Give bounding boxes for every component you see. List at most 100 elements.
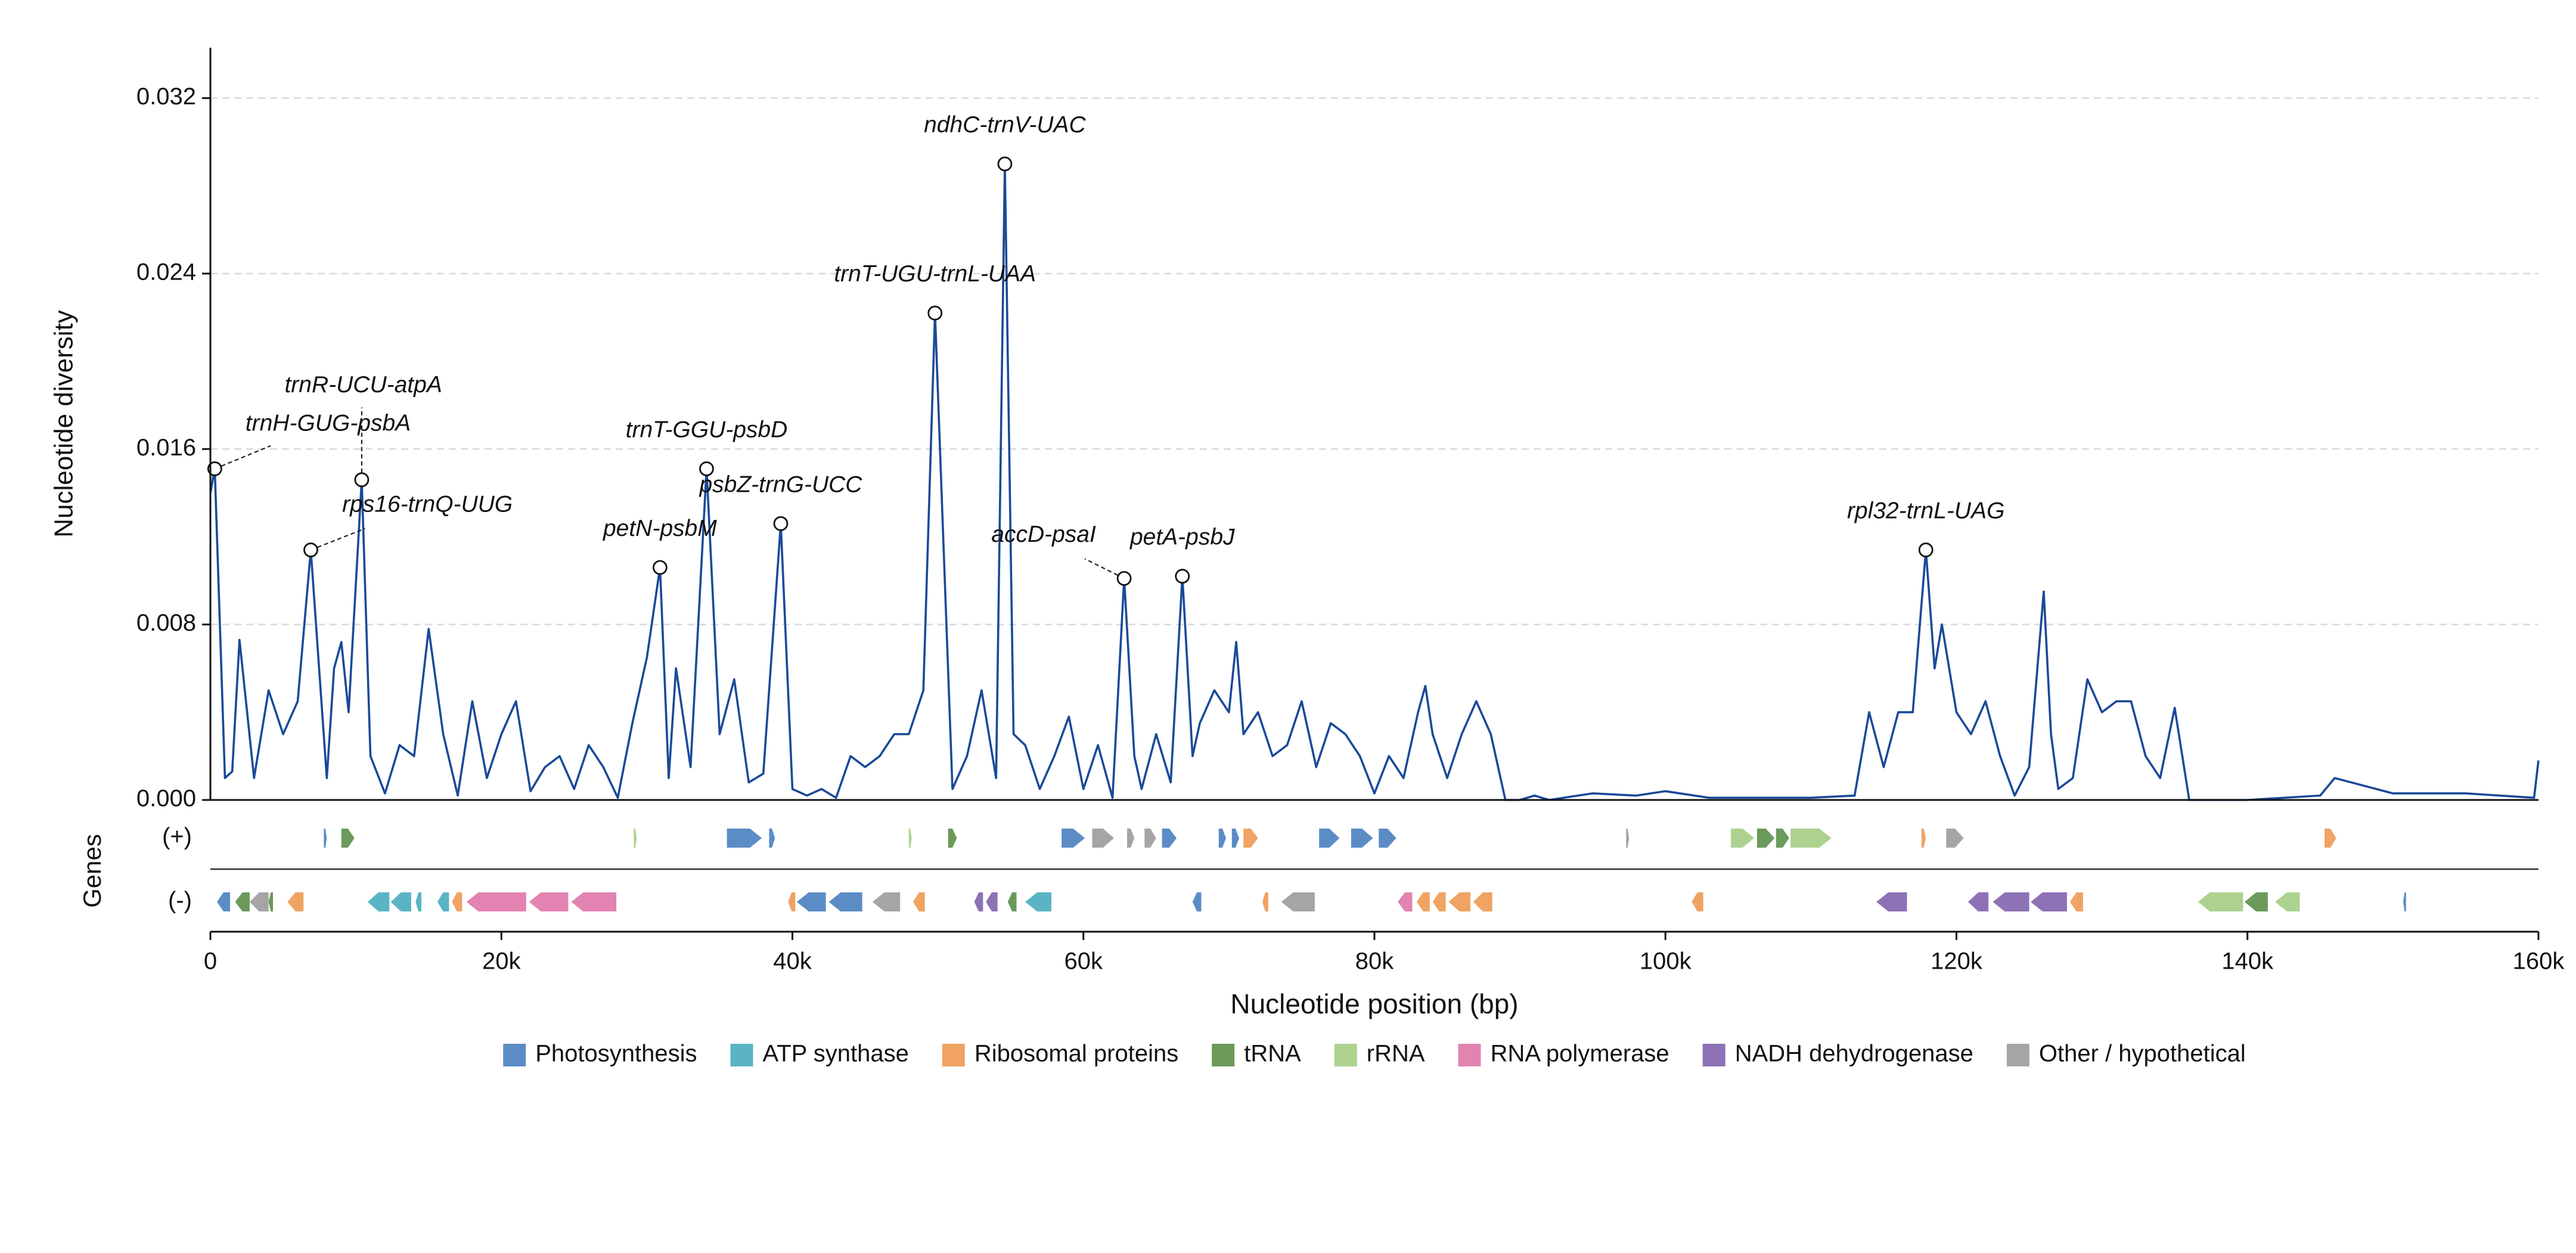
legend-label: Other / hypothetical [2039, 1041, 2246, 1067]
annotation-label: petA-psbJ [1129, 525, 1235, 550]
y-tick-label: 0.032 [136, 83, 196, 110]
gene [415, 892, 421, 911]
y-tick-label: 0.024 [136, 259, 196, 286]
legend-label: tRNA [1244, 1041, 1301, 1067]
gene [1007, 892, 1017, 911]
legend: Photosynthesis ATP synthase Ribosomal prot… [503, 1041, 2246, 1067]
gene [908, 829, 912, 848]
plot-area: trnH-GUG-psbA trnR-UCU-atpA rps16-trnQ-UUG… [207, 112, 2540, 801]
legend-swatch [1212, 1044, 1235, 1066]
gene [1319, 829, 1340, 848]
gene [367, 892, 390, 911]
annotation-marker [303, 542, 318, 557]
gene [1692, 892, 1703, 911]
legend-swatch [2006, 1044, 2029, 1066]
gene [948, 829, 957, 848]
annotation-marker [997, 156, 1013, 172]
axes: 0.000 0.008 0.016 0.024 0.032 0 20k 40k 60k 80k 10… [136, 48, 2565, 975]
legend-swatch [730, 1044, 753, 1066]
gene [1473, 892, 1492, 911]
x-tick-label: 20k [482, 948, 521, 975]
x-tick-label: 120k [1931, 948, 1983, 975]
gene [872, 892, 901, 911]
strand-label: (+) [162, 824, 192, 850]
gene [1062, 829, 1085, 848]
annotation-label: rpl32-trnL-UAG [1847, 498, 2004, 523]
legend-label: Ribosomal proteins [974, 1041, 1178, 1067]
legend-swatch [1458, 1044, 1481, 1066]
gene [2198, 892, 2243, 911]
gene [268, 892, 273, 911]
x-tick-label: 140k [2221, 948, 2274, 975]
gene [788, 892, 796, 911]
gene [828, 892, 862, 911]
gene [2031, 892, 2067, 911]
gene [769, 829, 775, 848]
gene [1025, 892, 1051, 911]
annotation-label: accD-psaI [991, 522, 1096, 547]
gene [796, 892, 826, 911]
annotation-marker [1918, 542, 1933, 557]
gene [1192, 892, 1202, 911]
gene [1776, 829, 1789, 848]
gene [341, 829, 355, 848]
gene [1351, 829, 1373, 848]
track-label: Genes [78, 834, 106, 908]
annotation-marker [699, 461, 714, 476]
y-tick-label: 0.000 [136, 786, 196, 812]
legend-label: rRNA [1367, 1041, 1425, 1067]
legend-swatch [942, 1044, 965, 1066]
annotation-marker [354, 472, 370, 488]
annotation-marker [207, 461, 222, 476]
legend-swatch [503, 1044, 526, 1066]
gene [324, 829, 327, 848]
gene [1432, 892, 1446, 911]
strand-label: (-) [168, 888, 192, 914]
gene [2069, 892, 2083, 911]
annotation-label: trnH-GUG-psbA [246, 410, 411, 436]
annotation-leader [311, 528, 365, 551]
annotation-label: petN-psbM [603, 516, 717, 541]
gene [986, 892, 998, 911]
x-tick-label: 100k [1640, 948, 1692, 975]
gene [1162, 829, 1177, 848]
annotation-marker [927, 305, 943, 321]
diversity-line [209, 163, 2540, 801]
gene [1790, 829, 1832, 848]
gene [1092, 829, 1114, 848]
gene [727, 829, 762, 848]
annotation-label: rps16-trnQ-UUG [342, 491, 513, 517]
gene [1921, 829, 1926, 848]
gene [1281, 892, 1315, 911]
gene [1243, 829, 1258, 848]
gene [1946, 829, 1964, 848]
gene [2403, 892, 2406, 911]
gene [1968, 892, 1989, 911]
gene [1144, 829, 1156, 848]
legend-label: NADH dehydrogenase [1735, 1041, 1973, 1067]
legend-swatch [1334, 1044, 1357, 1066]
x-tick-label: 40k [773, 948, 812, 975]
gene [634, 829, 637, 848]
annotation-label: ndhC-trnV-UAC [924, 112, 1086, 138]
legend-label: Photosynthesis [535, 1041, 697, 1067]
gene [1127, 829, 1135, 848]
gene [1876, 892, 1907, 911]
gene [1731, 829, 1755, 848]
gene [2324, 829, 2336, 848]
gene [1757, 829, 1775, 848]
gene [1379, 829, 1396, 848]
gene [571, 892, 617, 911]
annotation-marker [1116, 570, 1132, 586]
gene [913, 892, 925, 911]
x-axis-label: Nucleotide position (bp) [1230, 988, 1518, 1019]
gene [235, 892, 250, 911]
annotation-marker [1175, 569, 1190, 584]
gene [1448, 892, 1471, 911]
gene [2244, 892, 2268, 911]
y-tick-label: 0.016 [136, 435, 196, 461]
x-tick-label: 0 [204, 948, 217, 975]
gene [390, 892, 411, 911]
gene [974, 892, 983, 911]
